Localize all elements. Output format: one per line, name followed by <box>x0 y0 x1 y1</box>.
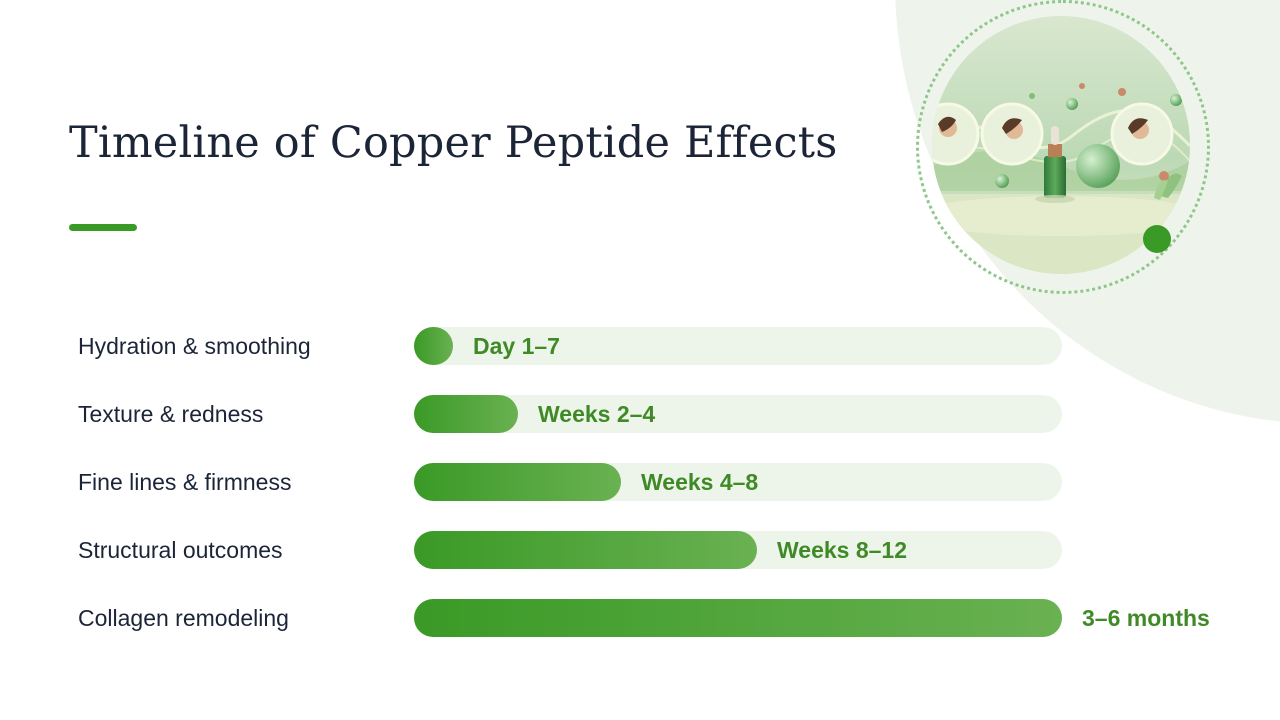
bar-fill <box>414 531 757 569</box>
duration-label: Weeks 8–12 <box>777 537 908 563</box>
bar-fill <box>414 463 621 501</box>
title-underline <box>69 224 137 231</box>
timeline-row: Hydration & smoothing Day 1–7 <box>0 327 1280 365</box>
duration-label: Weeks 2–4 <box>538 401 656 427</box>
timeline-row: Collagen remodeling 3–6 months <box>0 599 1280 637</box>
category-label: Fine lines & firmness <box>78 469 292 495</box>
duration-label: 3–6 months <box>1082 605 1210 631</box>
category-label: Hydration & smoothing <box>78 333 311 359</box>
duration-label: Weeks 4–8 <box>641 469 759 495</box>
page-title: Timeline of Copper Peptide Effects <box>69 118 838 168</box>
bar-fill <box>414 599 1062 637</box>
bar-fill <box>414 395 518 433</box>
category-label: Texture & redness <box>78 401 264 427</box>
dotted-ring <box>916 0 1210 294</box>
category-label: Collagen remodeling <box>78 605 289 631</box>
bar-track <box>414 327 1062 365</box>
accent-dot <box>1143 225 1171 253</box>
bar-track <box>414 599 1062 637</box>
timeline-row: Texture & redness Weeks 2–4 <box>0 395 1280 433</box>
bar-track <box>414 395 1062 433</box>
bar-track <box>414 463 1062 501</box>
timeline-row: Fine lines & firmness Weeks 4–8 <box>0 463 1280 501</box>
duration-label: Day 1–7 <box>473 333 560 359</box>
bar-fill <box>414 327 453 365</box>
timeline-row: Structural outcomes Weeks 8–12 <box>0 531 1280 569</box>
bar-track <box>414 531 1062 569</box>
category-label: Structural outcomes <box>78 537 283 563</box>
